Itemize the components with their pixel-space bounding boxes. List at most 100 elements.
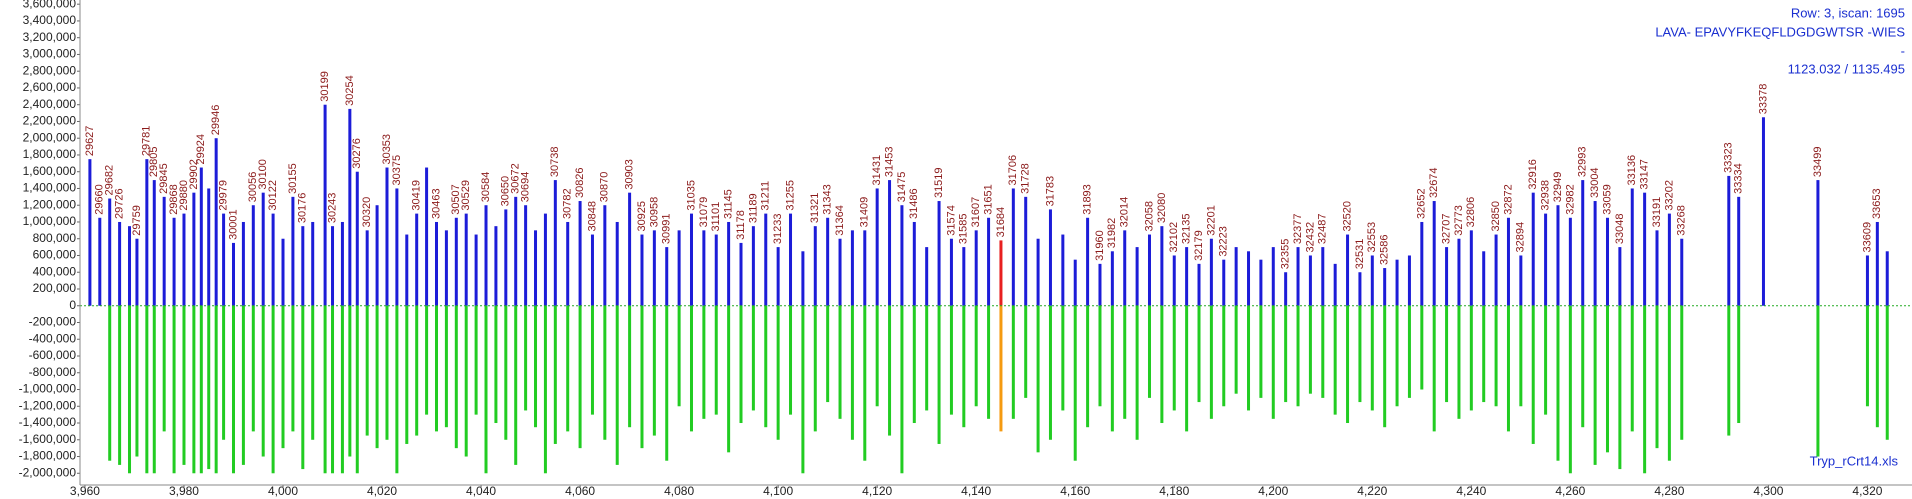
bar	[514, 305, 518, 465]
bar	[1593, 305, 1597, 465]
bar	[1556, 305, 1560, 461]
bar-label: 31706	[1007, 155, 1019, 186]
bar-label: 32707	[1440, 214, 1452, 245]
bar	[590, 305, 594, 415]
bar	[135, 238, 139, 306]
bar	[1147, 305, 1151, 398]
bar	[1494, 305, 1498, 407]
bar-label: 31321	[809, 193, 821, 224]
bar	[1346, 305, 1350, 424]
bar	[764, 305, 768, 428]
bar	[145, 305, 149, 474]
bar-label: 32014	[1119, 197, 1131, 228]
bar	[301, 305, 305, 470]
bar	[1655, 305, 1659, 449]
bar	[1098, 263, 1102, 306]
bar	[801, 251, 805, 306]
bar	[222, 213, 226, 306]
bar	[764, 213, 768, 306]
bar	[405, 234, 409, 306]
bar	[1556, 205, 1560, 306]
bar-label: 32487	[1317, 214, 1329, 245]
annotation: LAVA- EPAVYFKEQFLDGDGWTSR -WIES	[1655, 24, 1905, 39]
bar	[689, 213, 693, 306]
x-tick-label: 3,960	[70, 484, 100, 498]
bar	[1506, 305, 1510, 432]
annotation: Row: 3, iscan: 1695	[1791, 5, 1905, 20]
bar	[88, 159, 92, 306]
y-tick-label: 800,000	[33, 231, 77, 245]
bar	[251, 305, 255, 432]
bar-label: 32377	[1292, 214, 1304, 245]
bar	[1605, 305, 1609, 453]
bar-label: 30738	[549, 147, 561, 178]
bar-label: 31453	[883, 147, 895, 178]
bar	[714, 305, 718, 415]
bar	[1370, 305, 1374, 411]
bar	[1098, 305, 1102, 407]
bar-label: 32586	[1379, 234, 1391, 265]
bar	[484, 305, 488, 474]
bar	[331, 226, 335, 306]
bar-label: 33136	[1626, 155, 1638, 186]
x-tick-label: 4,300	[1753, 484, 1783, 498]
bar	[1420, 305, 1424, 390]
bar	[152, 305, 156, 474]
bar-label: 30507	[450, 184, 462, 215]
bar	[1482, 305, 1486, 403]
bar	[355, 171, 359, 306]
y-tick-label: 3,600,000	[23, 0, 77, 10]
x-tick-label: 4,160	[1060, 484, 1090, 498]
bar	[162, 196, 166, 306]
bar-label: 31684	[995, 207, 1007, 238]
bar	[987, 305, 991, 419]
bar-label: 32982	[1564, 184, 1576, 215]
bar	[590, 234, 594, 306]
bar	[199, 305, 203, 474]
y-tick-label: 2,200,000	[23, 114, 77, 128]
bar	[813, 226, 817, 306]
bar	[888, 305, 892, 436]
bar-label: 30100	[257, 159, 269, 190]
bar-label: 32223	[1218, 226, 1230, 257]
bar-label: 33202	[1663, 180, 1675, 211]
bar	[1544, 213, 1548, 306]
bar	[1011, 188, 1015, 306]
bar-label: 30419	[411, 180, 423, 211]
bar	[677, 305, 681, 407]
bar	[1737, 196, 1741, 306]
bar	[514, 196, 518, 306]
bar	[925, 247, 929, 306]
bar	[826, 217, 830, 306]
bar	[1494, 234, 1498, 306]
bar	[543, 305, 547, 474]
bar	[949, 238, 953, 306]
bar-label: 31519	[933, 167, 945, 198]
bar-label: 31486	[908, 188, 920, 219]
bar	[241, 305, 245, 465]
bar-label: 31255	[784, 180, 796, 211]
bar-label: 30529	[460, 180, 472, 211]
x-tick-label: 4,200	[1258, 484, 1288, 498]
bar	[1110, 305, 1114, 432]
bar	[1061, 305, 1065, 411]
bar	[1469, 230, 1473, 306]
bar	[1816, 305, 1820, 457]
bar	[1727, 305, 1731, 436]
y-tick-label: 1,600,000	[23, 164, 77, 178]
bar	[182, 305, 186, 465]
bar	[1445, 247, 1449, 306]
bar	[415, 305, 419, 436]
bar-label: 30672	[510, 163, 522, 194]
y-tick-label: -1,200,000	[19, 398, 77, 412]
bar	[1160, 305, 1164, 424]
bar	[1395, 259, 1399, 306]
bar	[1333, 305, 1337, 415]
bar	[271, 305, 275, 474]
bar-label: 31101	[710, 202, 722, 232]
bar	[1816, 180, 1820, 306]
bar-label: 33653	[1871, 188, 1883, 219]
bar-label: 31783	[1044, 176, 1056, 207]
bar-label: 31607	[970, 197, 982, 228]
bar	[974, 305, 978, 407]
